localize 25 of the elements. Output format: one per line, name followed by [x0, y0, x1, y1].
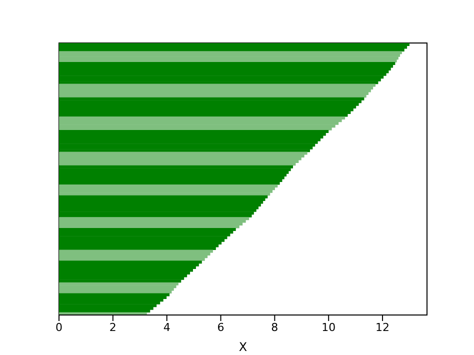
bar	[59, 51, 402, 54]
bar	[59, 225, 240, 228]
bar	[59, 217, 250, 220]
bar	[59, 149, 310, 152]
bar	[59, 280, 182, 283]
bar	[59, 293, 170, 296]
bar	[59, 162, 296, 166]
bar	[59, 130, 329, 134]
x-tick-label: 0	[56, 320, 62, 334]
bar	[59, 192, 270, 196]
bar	[59, 94, 366, 98]
x-tick-label: 10	[322, 320, 336, 334]
bar	[59, 62, 396, 66]
bar	[59, 182, 280, 185]
bar	[59, 114, 348, 117]
bar	[59, 260, 202, 264]
x-tick-label: 12	[376, 320, 390, 334]
bar	[59, 310, 150, 313]
bar	[59, 81, 378, 84]
x-tick-label: 6	[217, 320, 224, 334]
x-tick-label: 2	[109, 320, 116, 334]
x-tick-label: 4	[163, 320, 170, 334]
x-axis-title: X	[238, 340, 248, 354]
x-tick-label: 8	[271, 320, 278, 334]
bar	[59, 250, 213, 253]
